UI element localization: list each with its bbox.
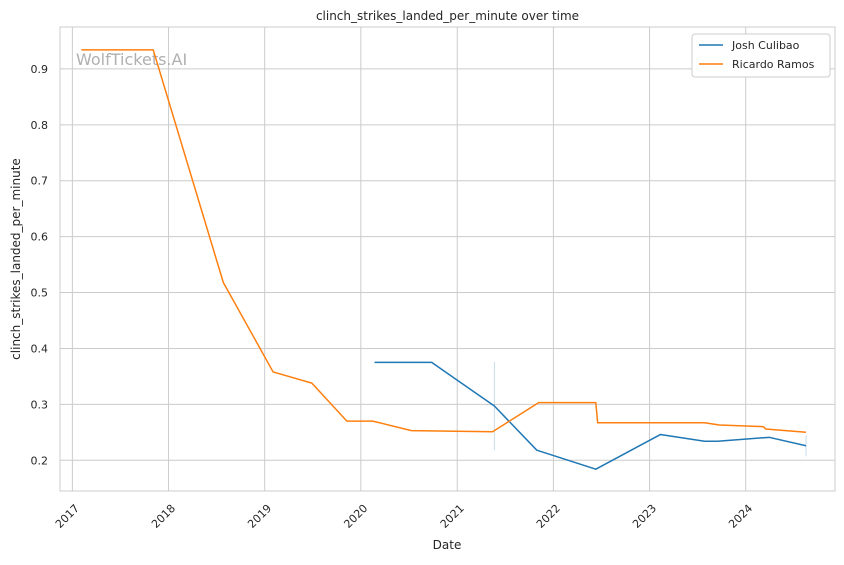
plot-area bbox=[60, 27, 835, 491]
legend-label-ricardo-ramos: Ricardo Ramos bbox=[732, 58, 815, 71]
x-tick-label: 2021 bbox=[438, 502, 467, 531]
watermark-text: WolfTickets.AI bbox=[76, 50, 187, 69]
y-tick-label: 0.3 bbox=[31, 398, 49, 411]
y-tick-label: 0.8 bbox=[31, 119, 49, 132]
y-tick-label: 0.9 bbox=[31, 63, 49, 76]
x-tick-label: 2022 bbox=[534, 502, 563, 531]
x-axis-label: Date bbox=[433, 538, 462, 552]
y-axis-label: clinch_strikes_landed_per_minute bbox=[9, 158, 23, 360]
x-tick-label: 2017 bbox=[53, 502, 82, 531]
x-tick-labels: 2017 2018 2019 2020 2021 2022 2023 2024 bbox=[53, 502, 755, 531]
y-tick-label: 0.5 bbox=[31, 287, 49, 300]
y-tick-label: 0.6 bbox=[31, 231, 49, 244]
chart-title: clinch_strikes_landed_per_minute over ti… bbox=[316, 9, 579, 23]
legend-label-josh-culibao: Josh Culibao bbox=[731, 39, 800, 52]
x-tick-label: 2018 bbox=[149, 502, 178, 531]
x-tick-label: 2020 bbox=[341, 502, 370, 531]
legend: Josh Culibao Ricardo Ramos bbox=[692, 34, 830, 77]
y-tick-label: 0.2 bbox=[31, 454, 49, 467]
x-tick-label: 2019 bbox=[245, 502, 274, 531]
x-tick-label: 2024 bbox=[726, 502, 755, 531]
y-tick-label: 0.4 bbox=[31, 342, 49, 355]
y-tick-labels: 0.2 0.3 0.4 0.5 0.6 0.7 0.8 0.9 bbox=[31, 63, 49, 467]
y-tick-label: 0.7 bbox=[31, 175, 49, 188]
x-tick-label: 2023 bbox=[630, 502, 659, 531]
